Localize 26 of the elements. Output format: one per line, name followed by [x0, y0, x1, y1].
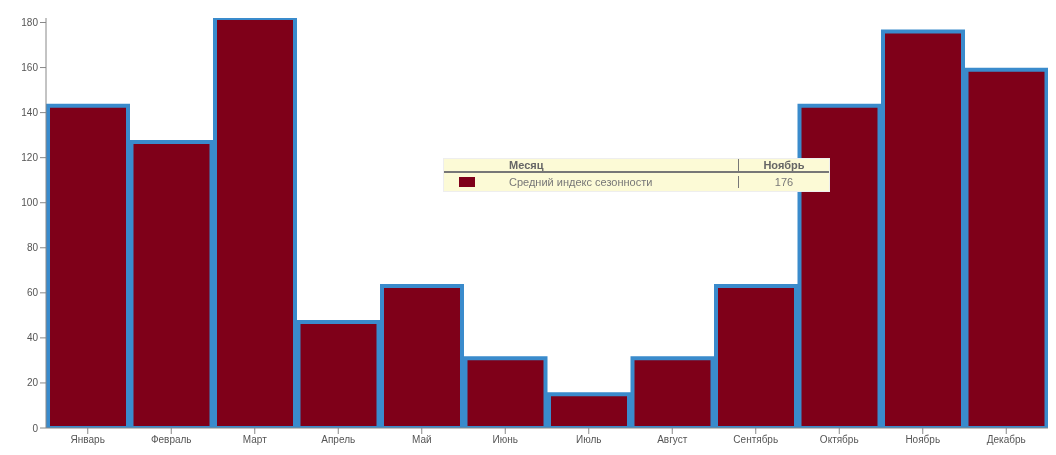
- y-tick-label: 0: [32, 422, 39, 434]
- annotation: Ноябрь: [762, 159, 806, 171]
- y-tick-label: 80: [26, 242, 39, 254]
- x-tick-label: Март: [242, 434, 268, 446]
- x-tick-label: Февраль: [150, 434, 192, 446]
- y-tick-label: 20: [26, 377, 39, 389]
- y-tick-label: 60: [26, 287, 39, 299]
- y-tick-label: 100: [21, 197, 39, 209]
- x-tick-label: Июль: [575, 434, 602, 446]
- x-tick-label: Октябрь: [819, 434, 859, 446]
- y-tick-label: 40: [26, 332, 39, 344]
- x-tick-label: Январь: [70, 434, 105, 446]
- x-tick-label: Июнь: [492, 434, 518, 446]
- x-tick-label: Декабрь: [986, 434, 1026, 446]
- annotation: 176: [773, 176, 795, 188]
- x-tick-label: Август: [657, 434, 688, 446]
- x-tick-label: Май: [411, 434, 432, 446]
- y-tick-label: 180: [21, 17, 39, 29]
- y-tick-label: 120: [21, 152, 39, 164]
- y-tick-label: 160: [21, 62, 39, 74]
- x-tick-label: Сентябрь: [733, 434, 779, 446]
- x-tick-label: Ноябрь: [905, 434, 941, 446]
- y-tick-label: 140: [21, 107, 39, 119]
- tooltip-card: Месяц Ноябрь Средний индекс сезонности 176: [443, 158, 830, 192]
- x-tick-label: Апрель: [321, 434, 356, 446]
- annotation: Месяц: [444, 159, 739, 171]
